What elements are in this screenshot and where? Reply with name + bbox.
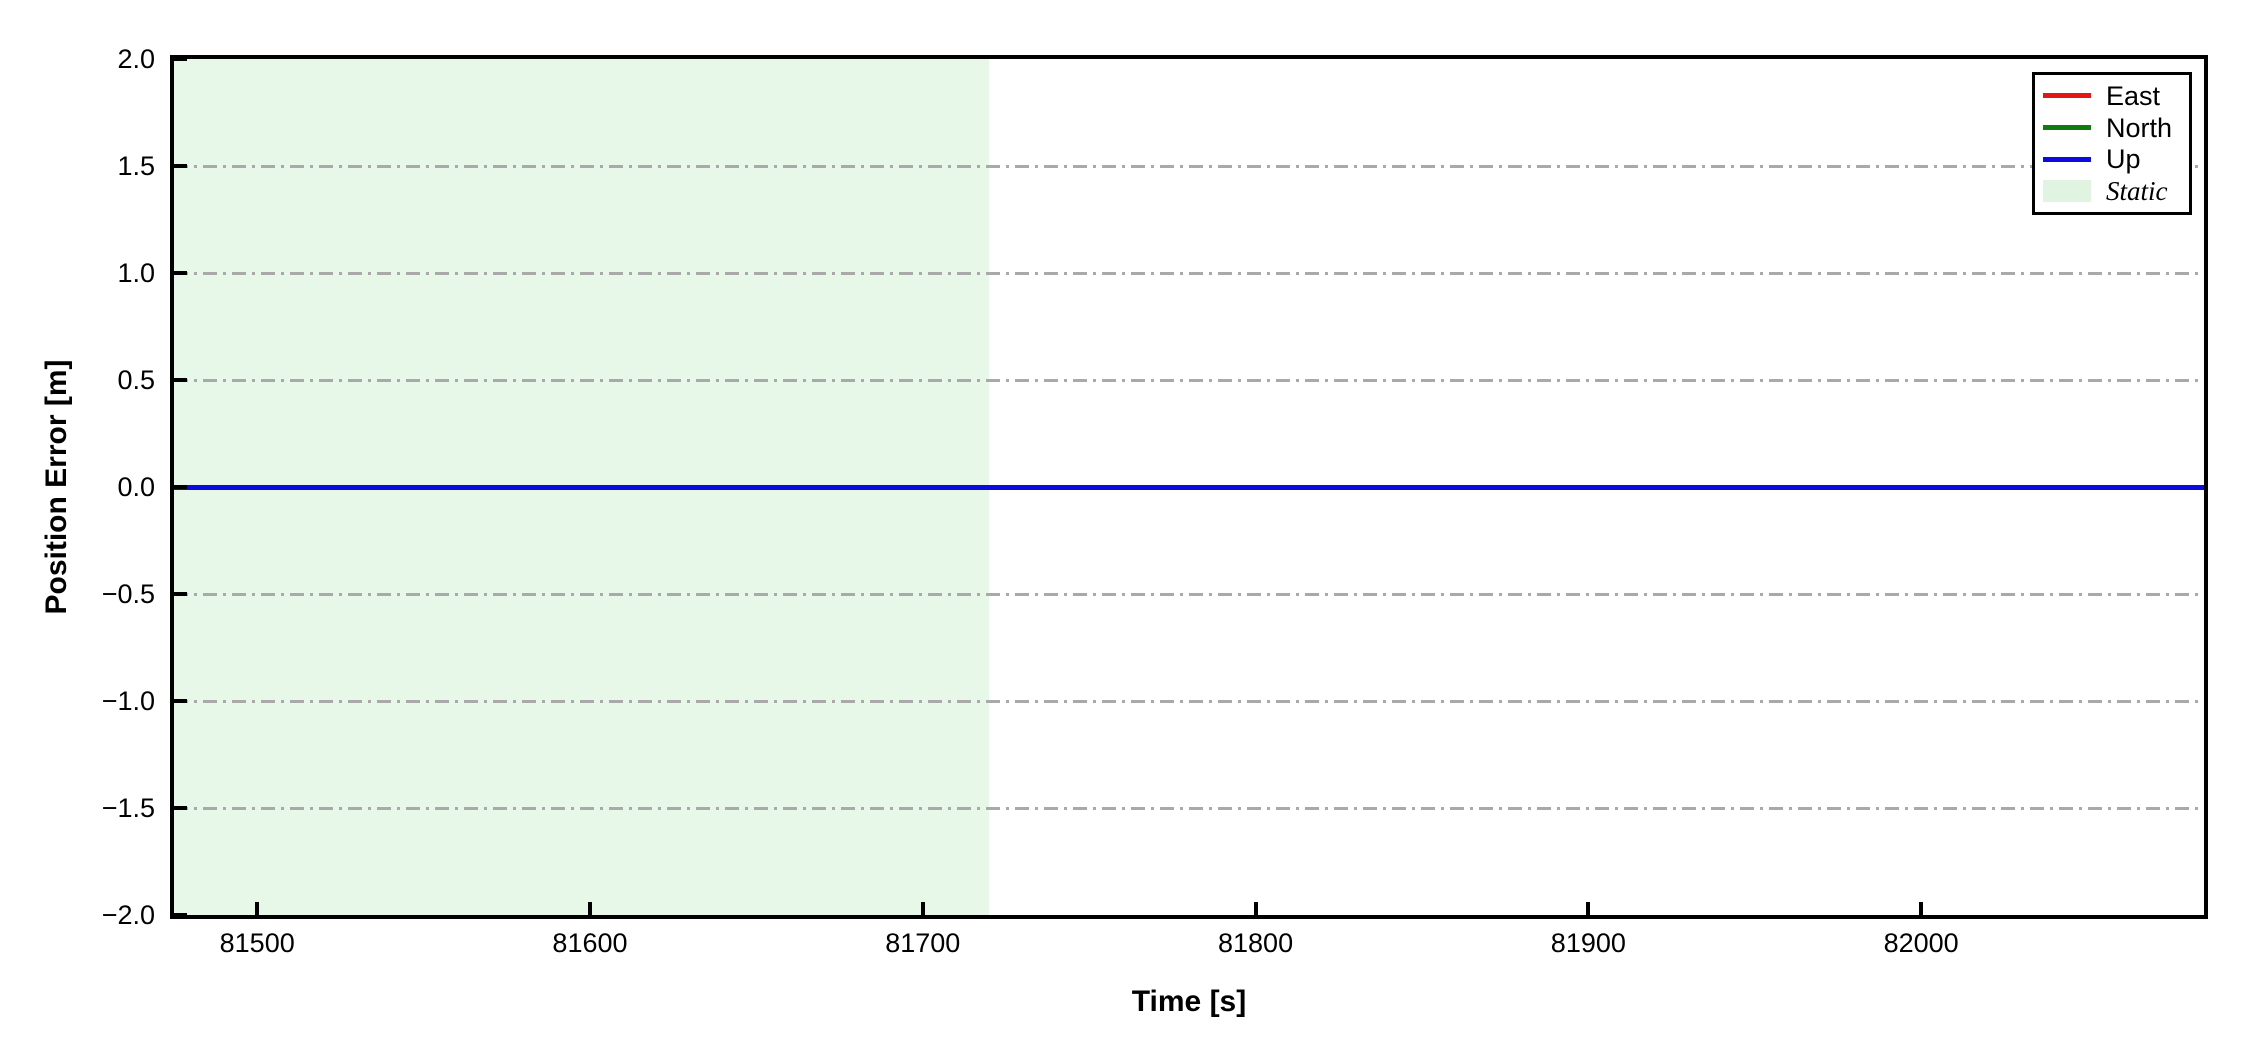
x-tick-mark bbox=[1253, 902, 1258, 915]
legend-swatch-up bbox=[2043, 156, 2091, 162]
y-tick-mark bbox=[174, 485, 187, 489]
legend-item-up: Up bbox=[2043, 144, 2181, 176]
y-tick-label: −1.5 bbox=[101, 793, 155, 823]
x-tick-label: 81500 bbox=[219, 928, 295, 958]
y-tick-mark bbox=[174, 913, 187, 915]
y-tick-label: 1.0 bbox=[117, 258, 155, 288]
legend-swatch-east bbox=[2043, 93, 2091, 99]
x-tick-label: 81700 bbox=[885, 928, 961, 958]
y-tick-mark bbox=[174, 378, 187, 382]
gridline bbox=[174, 700, 2204, 703]
y-axis-label: Position Error [m] bbox=[40, 359, 73, 615]
legend-label-static: Static bbox=[2106, 176, 2168, 207]
gridline bbox=[174, 272, 2204, 275]
legend-label-north: North bbox=[2106, 112, 2173, 143]
legend: East North Up Static bbox=[2032, 72, 2192, 215]
gridline bbox=[174, 593, 2204, 596]
y-tick-mark bbox=[174, 592, 187, 596]
x-axis-label: Time [s] bbox=[1131, 985, 1247, 1018]
x-tick-label: 81600 bbox=[552, 928, 628, 958]
gridline bbox=[174, 165, 2204, 168]
y-tick-mark bbox=[174, 806, 187, 810]
y-tick-label: 0.5 bbox=[117, 365, 155, 395]
x-tick-mark bbox=[1586, 902, 1591, 915]
legend-swatch-north bbox=[2043, 125, 2091, 131]
legend-swatch-static bbox=[2043, 180, 2091, 203]
plot-inner bbox=[174, 59, 2204, 915]
x-tick-label: 81900 bbox=[1550, 928, 1626, 958]
gridline bbox=[174, 807, 2204, 810]
legend-label-east: East bbox=[2106, 80, 2161, 111]
y-tick-label: 1.5 bbox=[117, 151, 155, 181]
y-tick-mark bbox=[174, 271, 187, 275]
x-tick-mark bbox=[1919, 902, 1924, 915]
legend-item-static: Static bbox=[2043, 175, 2181, 207]
legend-item-east: East bbox=[2043, 80, 2181, 112]
y-tick-label: −2.0 bbox=[101, 900, 155, 930]
y-tick-label: 2.0 bbox=[117, 44, 155, 74]
legend-item-north: North bbox=[2043, 112, 2181, 144]
y-tick-label: 0.0 bbox=[117, 472, 155, 502]
y-tick-label: −0.5 bbox=[101, 579, 155, 609]
legend-label-up: Up bbox=[2106, 144, 2141, 175]
x-tick-label: 82000 bbox=[1883, 928, 1959, 958]
x-tick-mark bbox=[255, 902, 260, 915]
y-tick-mark bbox=[174, 59, 187, 61]
gridline bbox=[174, 379, 2204, 382]
plot-area bbox=[170, 55, 2208, 919]
x-tick-mark bbox=[587, 902, 592, 915]
series-line-up bbox=[174, 485, 2204, 490]
y-tick-label: −1.0 bbox=[101, 686, 155, 716]
x-tick-label: 81800 bbox=[1218, 928, 1294, 958]
y-tick-mark bbox=[174, 699, 187, 703]
x-tick-mark bbox=[920, 902, 925, 915]
y-tick-mark bbox=[174, 164, 187, 168]
